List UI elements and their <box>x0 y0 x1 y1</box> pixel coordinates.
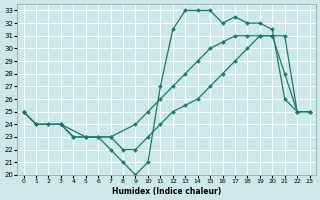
X-axis label: Humidex (Indice chaleur): Humidex (Indice chaleur) <box>112 187 221 196</box>
